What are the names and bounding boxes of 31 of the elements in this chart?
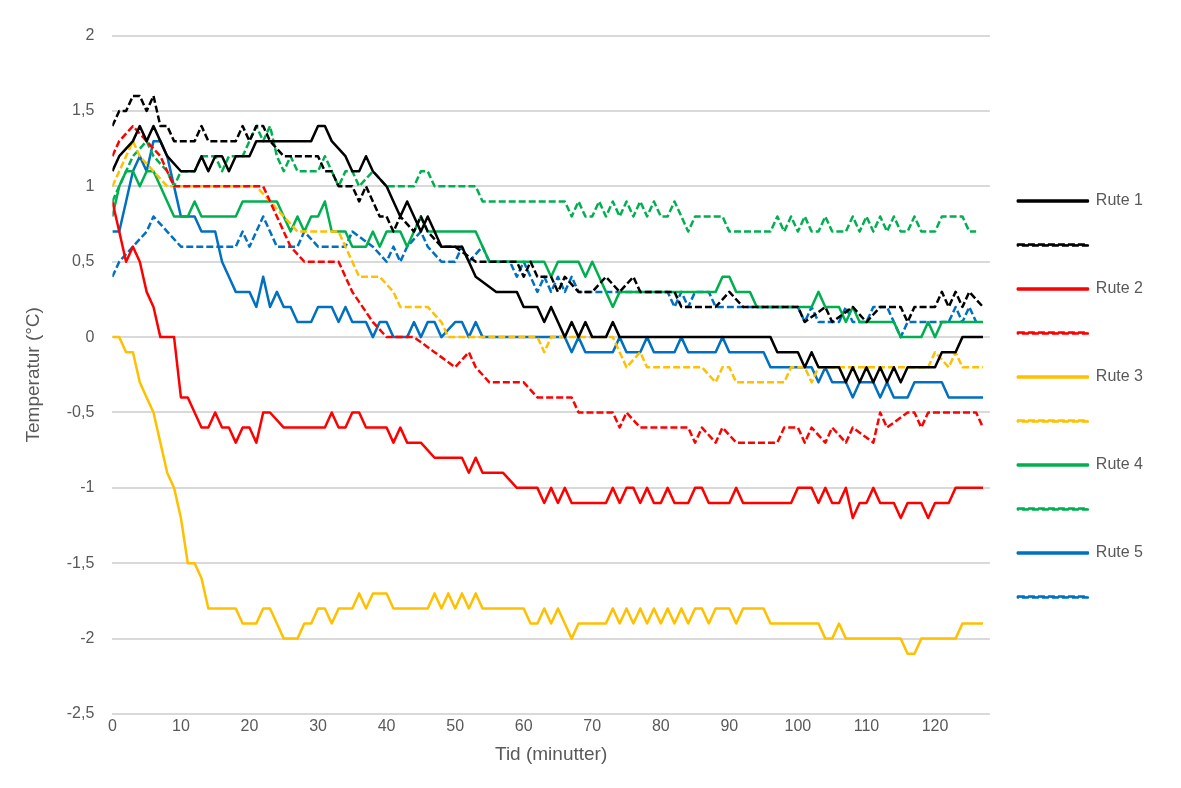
legend-label: Rute 4 [1095, 455, 1144, 473]
y-tick-label: 0 [85, 327, 95, 345]
y-tick-label: -1,5 [66, 553, 95, 571]
legend-label: Rute 3 [1095, 367, 1144, 385]
x-tick-label: 100 [784, 717, 812, 735]
x-tick-label: 120 [921, 717, 949, 735]
y-tick-label: 0,5 [72, 252, 95, 270]
x-axis-title: Tid (minutter) [494, 742, 608, 764]
y-tick-label: -1 [80, 478, 95, 496]
x-tick-label: 80 [651, 717, 670, 735]
legend-label: Rute 5 [1095, 543, 1144, 561]
legend-label: Rute 2 [1095, 279, 1144, 297]
x-tick-label: 30 [309, 717, 328, 735]
y-tick-label: -2 [80, 629, 95, 647]
y-tick-label: 2 [85, 26, 95, 44]
legend-label: Rute 1 [1095, 191, 1144, 209]
x-tick-label: 70 [583, 717, 602, 735]
y-tick-label: 1 [85, 176, 95, 194]
line-series [112, 124, 985, 444]
x-tick-label: 90 [720, 717, 739, 735]
x-tick-label: 40 [377, 717, 396, 735]
y-axis-title: Temperatur (°C) [21, 307, 43, 443]
x-tick-label: 60 [514, 717, 533, 735]
x-tick-label: 10 [172, 717, 190, 735]
x-tick-label: 0 [107, 717, 117, 735]
y-tick-label: -0,5 [66, 402, 95, 420]
x-tick-label: 20 [240, 717, 259, 735]
x-tick-label: 110 [853, 717, 880, 735]
y-tick-label: 1,5 [72, 101, 95, 119]
x-tick-label: 50 [446, 717, 465, 735]
y-tick-label: -2,5 [66, 704, 95, 722]
